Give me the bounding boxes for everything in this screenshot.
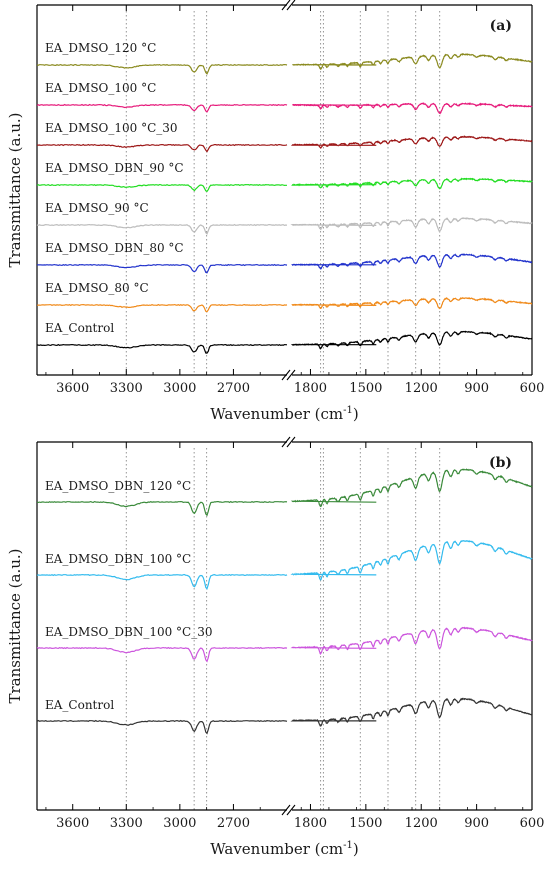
series-line bbox=[36, 697, 533, 735]
axis-break-mark bbox=[286, 369, 296, 381]
series-path bbox=[290, 697, 533, 727]
series-path bbox=[36, 303, 288, 313]
series-label: EA_DMSO_DBN_120 °C bbox=[45, 479, 191, 493]
panel-label: (a) bbox=[490, 18, 512, 34]
x-tick-label: 3300 bbox=[110, 381, 143, 396]
series-label: EA_DMSO_100 °C bbox=[45, 81, 156, 95]
series-path bbox=[36, 223, 288, 235]
x-tick-label: 600 bbox=[520, 816, 545, 831]
y-axis-title: Transmittance (a.u.) bbox=[6, 112, 24, 267]
series-path bbox=[292, 102, 533, 115]
x-tick-label: 3000 bbox=[163, 816, 196, 831]
series-label: EA_DMSO_120 °C bbox=[45, 41, 156, 55]
series-path bbox=[290, 468, 533, 508]
series-path bbox=[292, 53, 533, 71]
series-label: EA_DMSO_DBN_90 °C bbox=[45, 161, 184, 175]
series-path bbox=[291, 177, 533, 190]
series-line bbox=[36, 330, 533, 354]
series-path bbox=[36, 573, 288, 590]
series-path bbox=[37, 143, 288, 153]
series-path bbox=[36, 63, 288, 75]
panel-label: (b) bbox=[489, 455, 512, 471]
series-label: EA_DMSO_DBN_80 °C bbox=[45, 241, 184, 255]
series-label: EA_Control bbox=[45, 698, 114, 712]
series-label: EA_DMSO_DBN_100 °C bbox=[45, 552, 191, 566]
axis-break-mark bbox=[281, 369, 291, 381]
x-tick-label: 3600 bbox=[56, 816, 89, 831]
series-path bbox=[36, 263, 288, 274]
series-path bbox=[291, 253, 533, 270]
series-path bbox=[36, 343, 288, 354]
x-tick-label: 900 bbox=[464, 816, 489, 831]
axis-break-mark bbox=[286, 804, 296, 816]
x-axis-title: Wavenumber (cm-1) bbox=[210, 840, 358, 858]
series-path bbox=[36, 719, 288, 735]
series-line bbox=[36, 253, 533, 274]
x-tick-label: 3600 bbox=[56, 381, 89, 396]
series-path bbox=[290, 217, 533, 232]
series-path bbox=[290, 330, 533, 350]
series-line bbox=[36, 102, 533, 115]
series-line bbox=[36, 177, 533, 193]
x-tick-label: 1800 bbox=[294, 381, 327, 396]
series-label: EA_DMSO_80 °C bbox=[45, 281, 149, 295]
series-line bbox=[36, 53, 533, 75]
x-axis-title: Wavenumber (cm-1) bbox=[210, 405, 358, 423]
series-line bbox=[36, 217, 533, 235]
axis-break-mark bbox=[281, 0, 291, 11]
series-line bbox=[36, 468, 533, 517]
x-tick-label: 2700 bbox=[217, 381, 250, 396]
series-line bbox=[36, 539, 533, 590]
series-path bbox=[36, 183, 287, 193]
x-tick-label: 1500 bbox=[349, 816, 382, 831]
series-label: EA_DMSO_DBN_100 °C_30 bbox=[45, 625, 213, 639]
series-line bbox=[36, 626, 533, 663]
x-tick-label: 900 bbox=[464, 381, 489, 396]
series-path bbox=[36, 103, 288, 113]
x-tick-label: 3000 bbox=[163, 381, 196, 396]
axis-break-mark bbox=[281, 804, 291, 816]
series-line bbox=[37, 135, 533, 153]
panel-b: 3600 3300 3000 2700 1800 1500 1200 900 600 Wavenu… bbox=[6, 436, 545, 858]
panel-a: 3600 3300 3000 2700 1800 1500 1200 900 600 Wavenu… bbox=[6, 0, 544, 423]
x-tick-label: 1500 bbox=[349, 381, 382, 396]
axis-break-mark bbox=[281, 436, 291, 448]
x-tick-label: 1200 bbox=[405, 381, 438, 396]
axis-break-mark bbox=[286, 436, 296, 448]
series-path bbox=[290, 539, 533, 581]
x-tick-label: 2700 bbox=[217, 816, 250, 831]
series-path bbox=[290, 135, 533, 149]
series-path bbox=[290, 626, 533, 656]
x-tick-label: 600 bbox=[520, 381, 545, 396]
x-tick-label: 1800 bbox=[294, 816, 327, 831]
series-label: EA_Control bbox=[45, 321, 114, 335]
series-label: EA_DMSO_100 °C_30 bbox=[45, 121, 178, 135]
series-path bbox=[291, 296, 533, 310]
series-line bbox=[36, 296, 533, 313]
series-path bbox=[36, 500, 288, 517]
x-tick-label: 1200 bbox=[405, 816, 438, 831]
series-path bbox=[36, 646, 288, 663]
series-label: EA_DMSO_90 °C bbox=[45, 201, 149, 215]
axis-break-mark bbox=[286, 0, 296, 11]
x-tick-label: 3300 bbox=[110, 816, 143, 831]
y-axis-title: Transmittance (a.u.) bbox=[6, 548, 24, 703]
